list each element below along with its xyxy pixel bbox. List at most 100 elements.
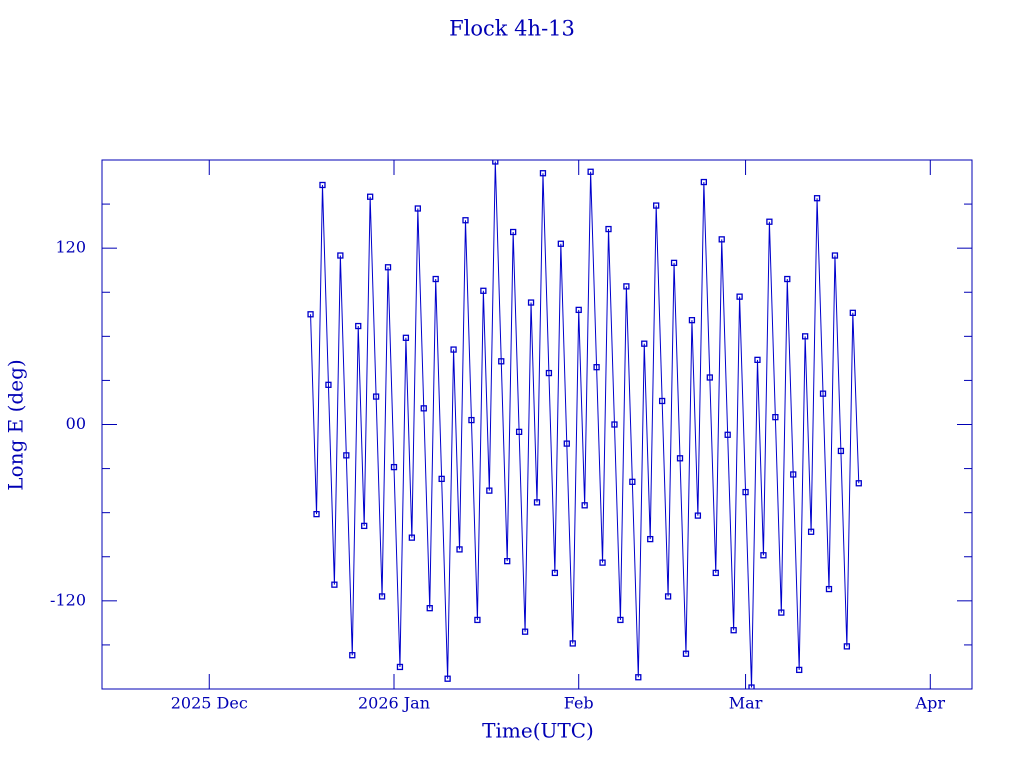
data-point bbox=[635, 674, 642, 681]
data-point bbox=[384, 264, 392, 271]
y-tick-label: -120 bbox=[50, 590, 86, 609]
data-point bbox=[545, 369, 553, 377]
data-point bbox=[700, 178, 707, 186]
data-point bbox=[474, 616, 481, 624]
data-point bbox=[444, 675, 451, 682]
data-point bbox=[307, 311, 314, 318]
data-point bbox=[450, 346, 457, 353]
data-point bbox=[676, 455, 684, 462]
data-point bbox=[653, 202, 660, 209]
data-point bbox=[825, 585, 833, 593]
data-point bbox=[462, 217, 469, 224]
data-point bbox=[551, 569, 559, 577]
data-point bbox=[658, 397, 666, 405]
data-point bbox=[378, 593, 386, 600]
data-point bbox=[581, 502, 588, 509]
data-point bbox=[510, 228, 517, 236]
data-point bbox=[843, 643, 851, 650]
data-point bbox=[486, 487, 493, 494]
x-tick-label: 2025 Dec bbox=[171, 694, 248, 713]
data-point bbox=[813, 195, 821, 202]
data-point bbox=[712, 569, 719, 577]
data-point bbox=[629, 478, 636, 485]
data-point bbox=[647, 535, 654, 543]
data-point bbox=[599, 559, 606, 566]
data-layer bbox=[307, 160, 862, 689]
data-point bbox=[784, 275, 791, 283]
data-point bbox=[736, 293, 743, 300]
data-point bbox=[557, 240, 564, 247]
data-point bbox=[468, 416, 475, 424]
data-point bbox=[527, 299, 535, 306]
data-point bbox=[480, 287, 487, 294]
data-point bbox=[319, 181, 326, 189]
data-point bbox=[414, 205, 421, 212]
data-point bbox=[402, 334, 410, 341]
data-point bbox=[367, 193, 374, 200]
data-point bbox=[349, 652, 356, 659]
data-point bbox=[760, 552, 767, 559]
data-point bbox=[521, 628, 529, 635]
data-point bbox=[498, 358, 505, 365]
data-point bbox=[539, 170, 547, 177]
data-point bbox=[313, 510, 320, 518]
data-point bbox=[772, 414, 779, 421]
y-tick-label: 120 bbox=[55, 238, 86, 257]
x-tick-label: Mar bbox=[729, 694, 763, 713]
data-point bbox=[623, 283, 630, 290]
data-point bbox=[837, 447, 845, 455]
data-point bbox=[819, 390, 827, 397]
x-axis-title: Time(UTC) bbox=[482, 719, 594, 743]
data-point bbox=[694, 512, 702, 519]
chart-title: Flock 4h-13 bbox=[449, 17, 575, 41]
data-point bbox=[670, 259, 678, 267]
data-point bbox=[778, 609, 785, 616]
data-point bbox=[361, 522, 368, 530]
data-point bbox=[337, 252, 344, 259]
data-point bbox=[796, 666, 803, 674]
data-point bbox=[617, 616, 624, 624]
data-point bbox=[748, 684, 755, 689]
plot-frame bbox=[101, 159, 973, 690]
data-point bbox=[587, 168, 594, 175]
data-line bbox=[310, 161, 860, 688]
y-tick-label: 00 bbox=[66, 414, 86, 433]
data-point bbox=[664, 593, 672, 600]
data-point bbox=[724, 431, 731, 438]
data-point bbox=[742, 488, 749, 496]
data-point bbox=[807, 528, 815, 535]
data-point bbox=[754, 356, 761, 363]
data-point bbox=[688, 317, 696, 324]
data-point bbox=[682, 650, 690, 657]
data-point bbox=[408, 534, 416, 541]
data-point bbox=[420, 405, 427, 412]
data-point bbox=[593, 364, 600, 371]
data-point bbox=[533, 499, 541, 506]
data-point bbox=[831, 252, 839, 259]
data-point bbox=[343, 452, 350, 459]
data-point bbox=[790, 471, 797, 478]
x-tick-label: Feb bbox=[564, 694, 594, 713]
x-tick-label: 2026 Jan bbox=[358, 694, 430, 713]
data-point bbox=[438, 475, 445, 483]
data-point bbox=[492, 160, 499, 165]
data-point bbox=[766, 218, 773, 225]
data-point bbox=[605, 225, 612, 233]
data-point bbox=[504, 558, 511, 565]
data-point bbox=[730, 627, 737, 634]
y-axis-title: Long E (deg) bbox=[4, 359, 28, 490]
data-point bbox=[331, 581, 338, 588]
data-point bbox=[355, 322, 362, 330]
data-point bbox=[325, 381, 332, 388]
data-point bbox=[718, 236, 725, 243]
data-point bbox=[426, 605, 433, 612]
data-point bbox=[575, 306, 582, 314]
data-point bbox=[396, 663, 404, 671]
data-point bbox=[611, 421, 618, 428]
data-point bbox=[515, 428, 523, 435]
data-point bbox=[372, 393, 380, 400]
data-point bbox=[855, 480, 862, 487]
data-point bbox=[802, 333, 809, 340]
data-point bbox=[432, 275, 439, 283]
